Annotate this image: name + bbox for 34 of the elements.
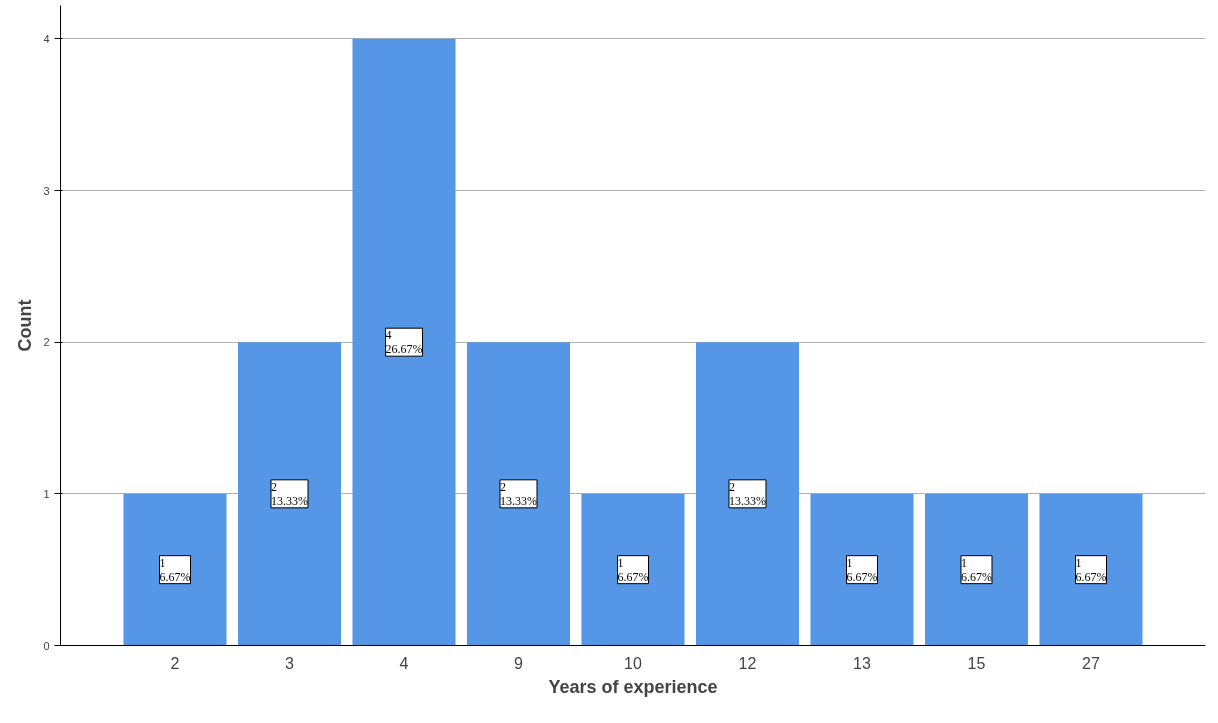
bar xyxy=(924,493,1029,646)
x-tick-label: 2 xyxy=(170,654,180,672)
x-tick-label: 4 xyxy=(399,654,409,672)
bar xyxy=(352,38,456,646)
y-tick-label: 1 xyxy=(43,487,50,500)
x-tick-label: 9 xyxy=(514,654,524,672)
data-label: 1 6.67% xyxy=(159,555,191,584)
y-axis-title: Count xyxy=(15,299,36,352)
data-label: 1 6.67% xyxy=(617,555,649,584)
bar xyxy=(237,342,342,646)
data-label: 1 6.67% xyxy=(846,555,878,584)
bar xyxy=(1039,493,1143,646)
bar xyxy=(123,493,227,646)
bar xyxy=(581,493,685,646)
bar xyxy=(466,342,571,646)
y-tick-label: 0 xyxy=(43,639,50,652)
bar xyxy=(810,493,914,646)
x-tick-label: 27 xyxy=(1082,654,1100,672)
data-label: 2 13.33% xyxy=(271,479,308,508)
x-tick-label: 10 xyxy=(624,654,642,672)
data-label: 4 26.67% xyxy=(385,328,423,357)
x-tick-label: 3 xyxy=(285,654,295,672)
y-tick-label: 4 xyxy=(43,32,50,45)
x-tick-label: 12 xyxy=(738,654,757,672)
x-tick-label: 13 xyxy=(853,654,871,672)
bar xyxy=(695,342,800,646)
data-label: 2 13.33% xyxy=(729,479,766,508)
data-label: 1 6.67% xyxy=(961,555,992,584)
y-tick-label: 3 xyxy=(43,184,50,197)
data-label: 1 6.67% xyxy=(1075,555,1107,584)
data-label: 2 13.33% xyxy=(500,479,537,508)
x-axis-title: Years of experience xyxy=(548,676,718,697)
y-tick-label: 2 xyxy=(43,336,50,349)
x-tick-label: 15 xyxy=(967,654,986,672)
